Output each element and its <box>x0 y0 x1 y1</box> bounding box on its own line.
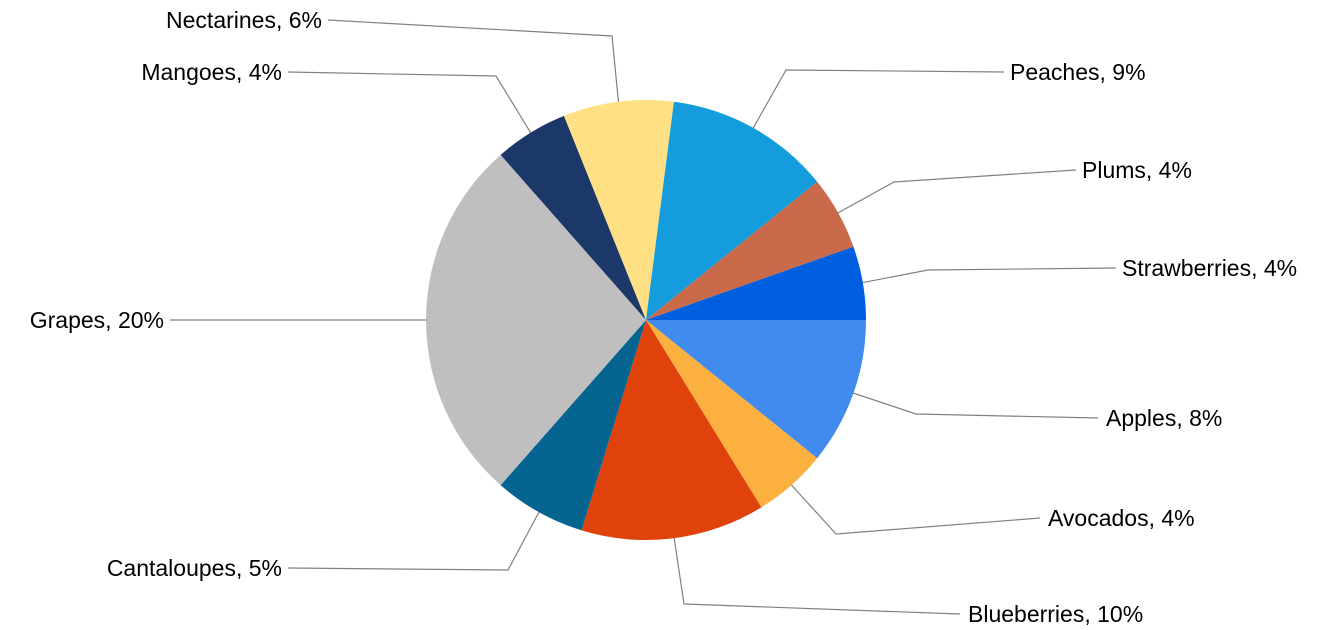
slice-label-mangoes: Mangoes, 4% <box>141 59 282 85</box>
slice-labels: Apples, 8% Avocados, 4% Blueberries, 10% Ca… <box>30 7 1297 627</box>
pie-slice-avocados <box>646 320 818 508</box>
slice-label-nectarines: Nectarines, 6% <box>166 7 322 33</box>
leader-line-plums <box>827 169 1077 220</box>
slice-label-apples: Apples, 8% <box>1106 405 1222 431</box>
slice-label-avocados: Avocados, 4% <box>1048 505 1195 531</box>
leader-line-avocados <box>782 475 1041 535</box>
pie-slice-nectarines <box>563 99 674 320</box>
pie-slice-strawberries <box>646 246 866 320</box>
slice-label-peaches: Peaches, 9% <box>1010 59 1146 85</box>
leader-lines <box>170 19 1117 615</box>
leader-line-strawberries <box>850 267 1117 286</box>
pie-slice-blueberries <box>581 320 762 541</box>
leader-line-mangoes <box>287 71 538 144</box>
leader-line-blueberries <box>671 526 961 615</box>
leader-line-peaches <box>746 69 1005 139</box>
pie-slice-peaches <box>646 101 818 320</box>
slice-label-plums: Plums, 4% <box>1082 157 1192 183</box>
leader-line-apples <box>841 388 1099 419</box>
pie-slice-grapes <box>425 154 646 486</box>
pie-slice-plums <box>646 181 854 320</box>
pie-slice-apples <box>646 320 866 459</box>
slice-label-strawberries: Strawberries, 4% <box>1122 255 1297 281</box>
leader-line-nectarines <box>327 19 621 114</box>
pie-slice-mangoes <box>500 115 646 320</box>
pie-slices <box>425 99 866 541</box>
slice-label-blueberries: Blueberries, 10% <box>968 601 1143 627</box>
slice-label-cantaloupes: Cantaloupes, 5% <box>107 555 282 581</box>
pie-slice-cantaloupes <box>500 320 646 531</box>
slice-label-grapes: Grapes, 20% <box>30 307 164 333</box>
leader-line-cantaloupes <box>287 501 546 571</box>
